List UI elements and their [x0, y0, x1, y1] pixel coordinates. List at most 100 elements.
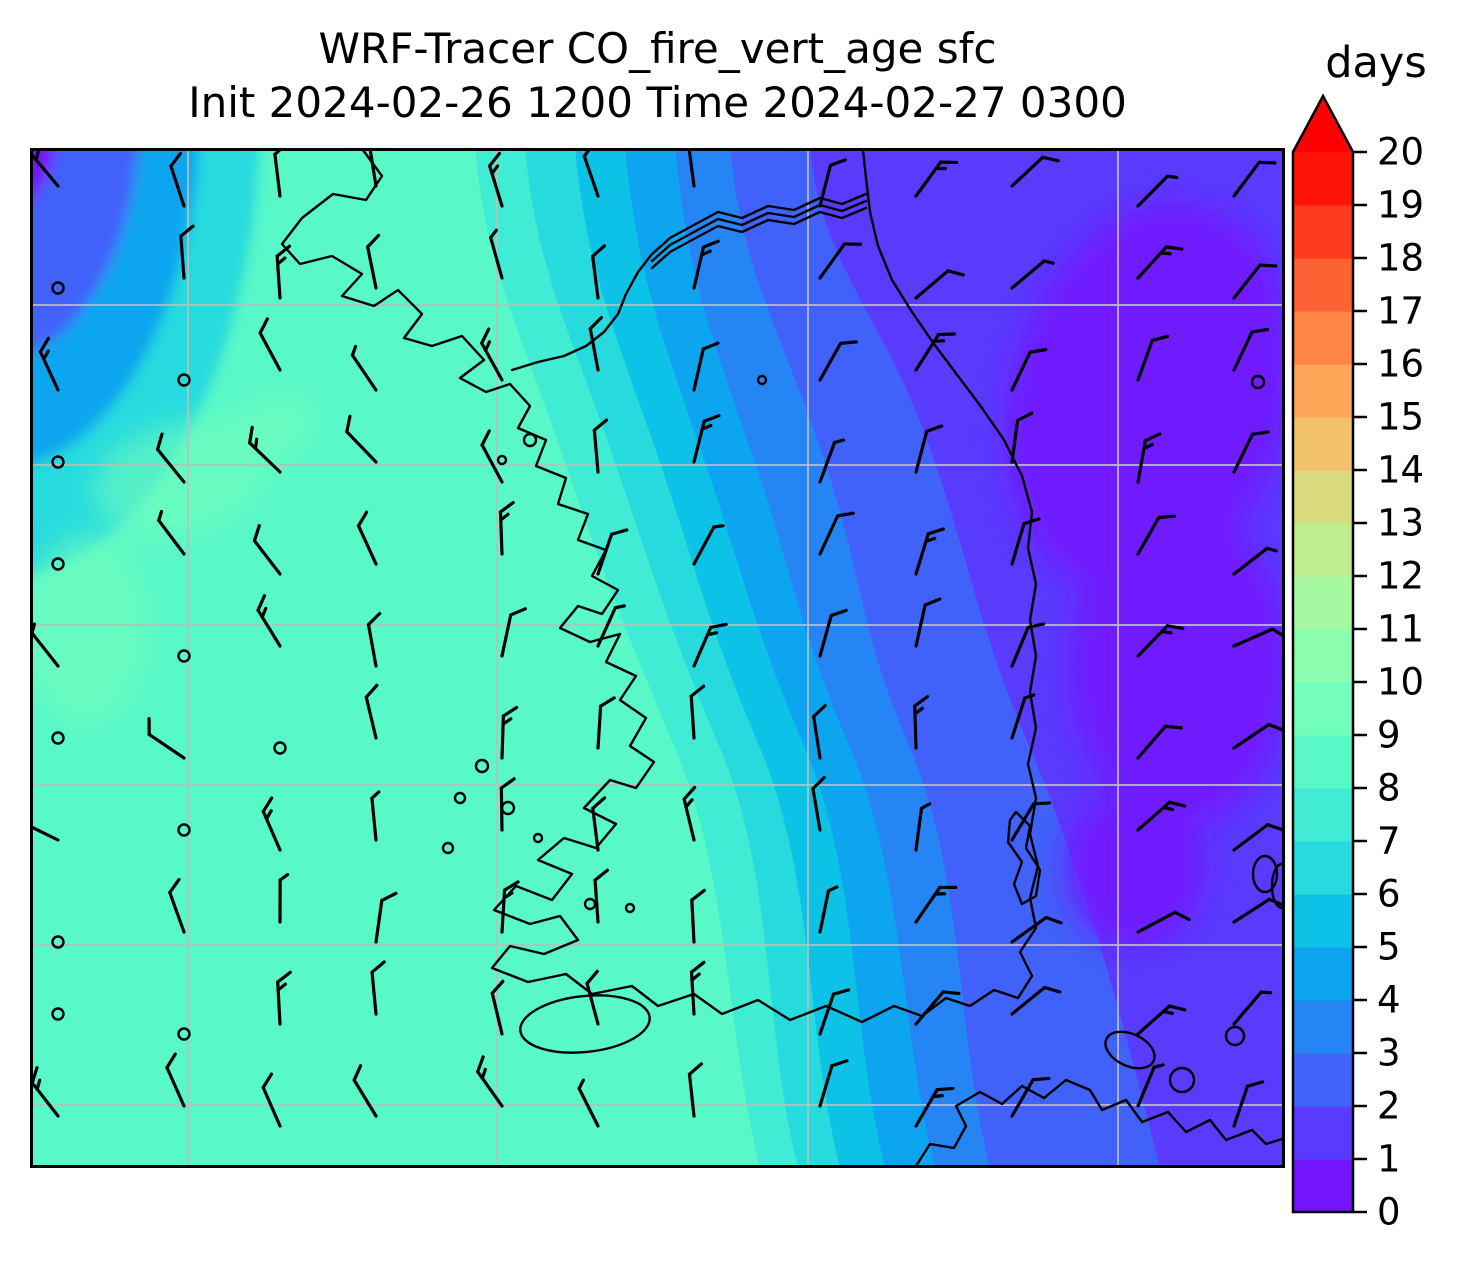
wind-barb	[914, 1086, 955, 1128]
coastline-small-island	[624, 902, 636, 914]
wind-barb	[258, 317, 282, 372]
wind-barb	[1232, 823, 1285, 852]
wind-barb	[278, 872, 290, 924]
colorbar-tick-label: 9	[1377, 714, 1401, 757]
wind-barb	[1010, 693, 1036, 740]
wind-barb	[687, 1062, 704, 1118]
wind-barb	[818, 988, 851, 1036]
coastline-small-island	[496, 454, 508, 466]
wind-barb	[1232, 546, 1278, 576]
colorbar-tick-label: 12	[1377, 555, 1424, 598]
wind-barb	[1136, 800, 1187, 832]
wind-barb	[1010, 1076, 1051, 1118]
wind-barb	[356, 510, 378, 566]
wind-barb	[261, 796, 282, 852]
wind-barb	[1010, 517, 1041, 566]
calm-wind-circle	[51, 731, 65, 745]
wind-barb	[490, 979, 505, 1036]
colorbar-segment	[1293, 682, 1353, 736]
wind-barb	[682, 785, 697, 842]
colorbar-tick-label: 10	[1377, 661, 1424, 704]
wind-barb	[818, 158, 847, 208]
wind-barb	[1136, 724, 1183, 760]
wind-barb	[252, 524, 282, 576]
colorbar-tick-label: 0	[1377, 1191, 1401, 1234]
colorbar-segments	[1293, 152, 1353, 1213]
calm-wind-circle	[51, 557, 65, 571]
wind-barb	[1232, 1080, 1265, 1128]
coastline-small-island	[453, 791, 467, 805]
wind-barb	[1136, 514, 1177, 556]
wind-barb	[818, 511, 855, 556]
wind-barb	[350, 344, 378, 392]
wind-barb	[352, 1064, 378, 1118]
wind-barb	[1136, 624, 1185, 658]
title-block: WRF-Tracer CO_fire_vert_age sfc Init 202…	[0, 22, 1315, 130]
wind-barb	[275, 244, 292, 300]
wind-barb	[818, 885, 839, 934]
wind-barb	[818, 340, 858, 382]
wind-barb	[914, 332, 956, 372]
calm-wind-circle	[51, 281, 65, 295]
wind-barb	[690, 888, 706, 944]
calm-wind-circle	[177, 823, 191, 837]
colorbar-segment	[1293, 152, 1353, 206]
colorbar-segment	[1293, 258, 1353, 312]
wind-barb	[30, 819, 60, 842]
wind-barb	[179, 224, 195, 280]
wind-barb	[1010, 985, 1062, 1016]
wind-barb	[38, 336, 60, 392]
colorbar-outline	[1291, 93, 1355, 1214]
wind-barb	[914, 597, 942, 648]
map-content	[30, 148, 1285, 1168]
calm-wind-circle	[51, 935, 65, 949]
coastline-small-island	[441, 841, 455, 855]
age-band	[30, 148, 760, 1168]
wind-barb	[913, 695, 930, 750]
colorbar-segment	[1293, 629, 1353, 683]
coastline-small-island	[1168, 1066, 1196, 1094]
colorbar-tick-label: 3	[1377, 1032, 1401, 1075]
wind-barb	[1232, 897, 1285, 924]
coastline-small-island	[756, 374, 768, 386]
colorbar-tick-label: 2	[1377, 1085, 1401, 1128]
wind-barb	[1136, 432, 1162, 484]
wind-barb	[914, 269, 965, 300]
wind-barb	[370, 960, 386, 1016]
colorbar-tick-label: 17	[1377, 290, 1424, 333]
wind-barb	[914, 527, 945, 576]
wind-barb	[1232, 990, 1273, 1026]
colorbar-over-arrow	[1293, 96, 1353, 152]
colorbar-tick-label: 1	[1377, 1138, 1401, 1181]
wind-barb	[914, 802, 932, 852]
colorbar-segment	[1293, 364, 1353, 418]
border-river-line	[650, 206, 868, 270]
colorbar-segment	[1293, 735, 1353, 789]
wind-barb	[914, 990, 961, 1026]
wind-barb	[593, 868, 610, 924]
colorbar-segment	[1293, 1053, 1353, 1107]
wind-barb	[155, 432, 186, 484]
colorbar-segment	[1293, 1000, 1353, 1054]
wind-barb	[596, 696, 616, 750]
colorbar-tick-label: 14	[1377, 449, 1424, 492]
wind-barb	[577, 1078, 600, 1128]
wind-barb	[686, 148, 696, 188]
wind-barb	[1232, 327, 1270, 372]
wind-barb	[914, 885, 958, 924]
calm-wind-circle	[177, 1027, 191, 1041]
colorbar-segment	[1293, 205, 1353, 259]
wind-barb	[499, 777, 516, 832]
colorbar-tick-label: 20	[1377, 131, 1424, 174]
wind-barb	[692, 622, 728, 668]
wind-barb	[157, 509, 186, 556]
colorbar-tick-label: 5	[1377, 926, 1401, 969]
wind-barb	[591, 244, 607, 300]
coastline-small-island	[583, 897, 597, 911]
wind-barb	[500, 880, 520, 934]
colorbar-segment	[1293, 788, 1353, 842]
coastline-small-island	[1224, 1025, 1246, 1047]
gridlines	[30, 148, 1285, 1168]
wind-barb	[165, 1052, 186, 1108]
